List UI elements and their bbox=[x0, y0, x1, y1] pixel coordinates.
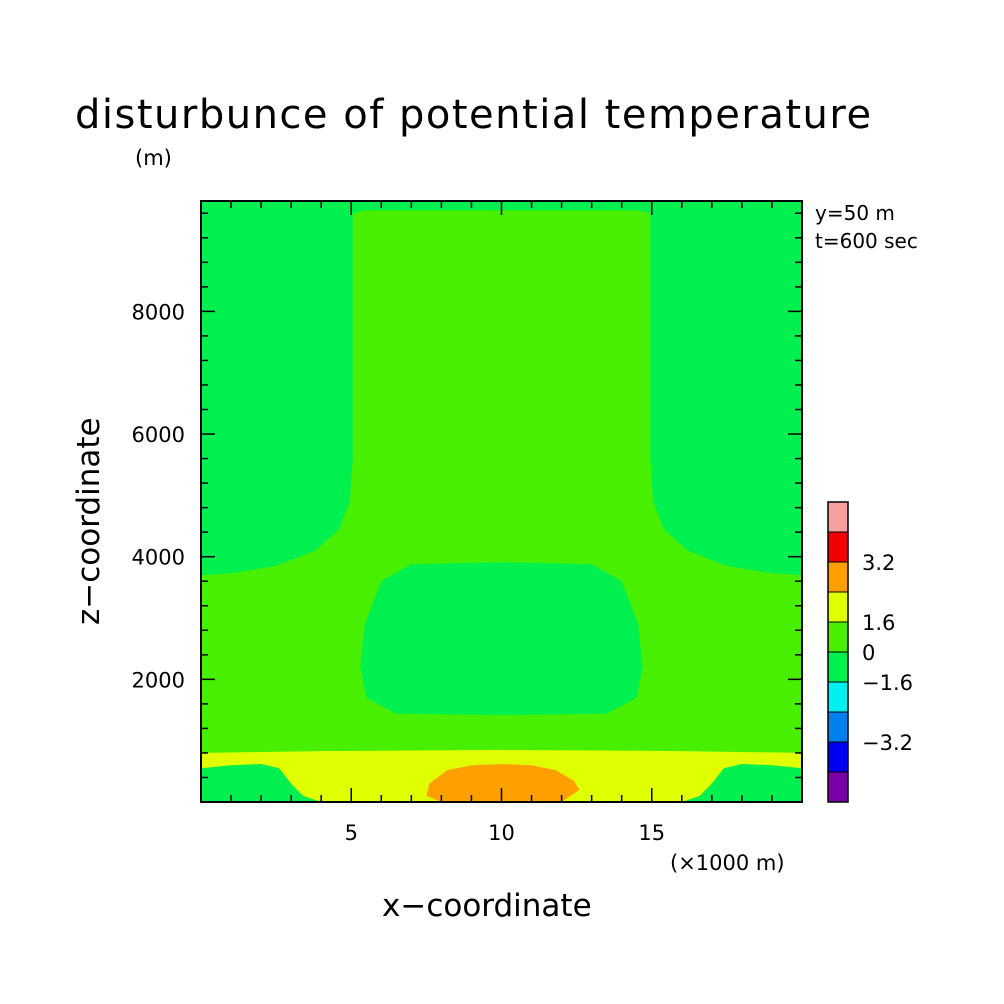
x-unit-label: (×1000 m) bbox=[670, 851, 785, 875]
colorbar-swatch bbox=[828, 532, 848, 562]
units-label: (m) bbox=[135, 146, 172, 170]
x-tick-label: 15 bbox=[638, 821, 665, 845]
annotation-y: y=50 m bbox=[815, 201, 895, 225]
colorbar-swatch bbox=[828, 502, 848, 532]
y-tick-label: 4000 bbox=[132, 546, 185, 570]
colorbar-label: 3.2 bbox=[862, 551, 895, 575]
contour-region-surface-hot-core bbox=[426, 764, 580, 802]
y-tick-label: 8000 bbox=[132, 300, 185, 324]
y-tick-label: 6000 bbox=[132, 423, 185, 447]
contour-region-middle-cool-bubble bbox=[360, 562, 643, 715]
colorbar-frame bbox=[827, 501, 849, 803]
chart-title: disturbunce of potential temperature bbox=[75, 92, 873, 138]
x-tick-label: 5 bbox=[345, 821, 358, 845]
contour-region-upper-right-cool bbox=[650, 201, 802, 576]
y-tick-label: 2000 bbox=[132, 668, 185, 692]
x-axis-label: x−coordinate bbox=[382, 888, 592, 924]
colorbar-swatch bbox=[828, 742, 848, 772]
colorbar-swatch bbox=[828, 592, 848, 622]
annotation-t: t=600 sec bbox=[815, 229, 918, 253]
colorbar-swatch bbox=[828, 652, 848, 682]
colorbar-label: −3.2 bbox=[862, 731, 913, 755]
colorbar-label: 0 bbox=[862, 641, 875, 665]
colorbar-swatch bbox=[828, 562, 848, 592]
axis-ticks: 5 10 15 2000 4000 6000 8000 bbox=[132, 201, 803, 845]
colorbar-swatch bbox=[828, 712, 848, 742]
contour-region-upper-left-cool bbox=[201, 201, 652, 576]
contour-region-surface-right-cool bbox=[681, 764, 802, 802]
plot-area bbox=[201, 201, 802, 802]
colorbar-label: −1.6 bbox=[862, 671, 913, 695]
colorbar: −3.2 −1.6 0 1.6 3.2 bbox=[827, 501, 913, 803]
colorbar-swatch bbox=[828, 622, 848, 652]
colorbar-swatch bbox=[828, 682, 848, 712]
x-tick-label: 10 bbox=[488, 821, 515, 845]
colorbar-label: 1.6 bbox=[862, 611, 895, 635]
contour-region-surface-left-cool bbox=[201, 764, 322, 802]
colorbar-swatch bbox=[828, 772, 848, 802]
